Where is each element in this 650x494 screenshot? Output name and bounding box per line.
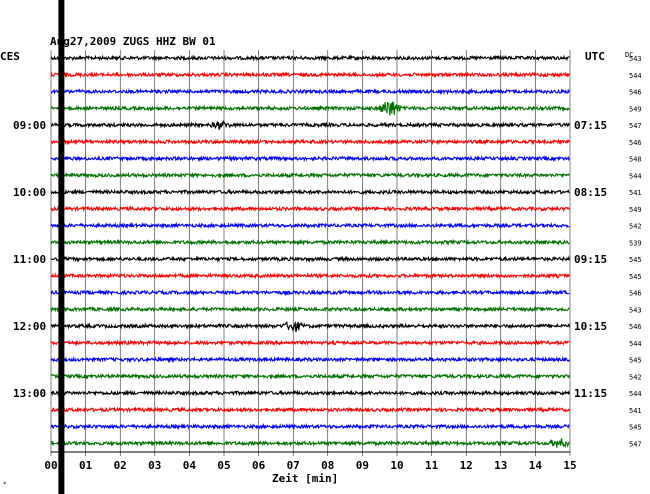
dc-offset-value: 546 xyxy=(629,89,642,97)
dc-offset-value: 549 xyxy=(629,206,642,214)
trace-row-15 xyxy=(50,305,570,313)
left-time-label: 11:00 xyxy=(13,253,46,266)
x-tick-label: 05 xyxy=(217,459,230,472)
trace-row-9 xyxy=(50,205,570,213)
trace-row-21 xyxy=(50,406,570,414)
right-time-label: 11:15 xyxy=(574,387,607,400)
dc-offset-value: 542 xyxy=(629,223,642,231)
trace-layer xyxy=(50,54,570,449)
trace-row-16 xyxy=(50,320,570,333)
dc-offset-value: 541 xyxy=(629,189,642,197)
x-tick-label: 02 xyxy=(114,459,127,472)
trace-row-2 xyxy=(50,87,570,96)
right-time-label: 09:15 xyxy=(574,253,607,266)
dc-offset-value: 548 xyxy=(629,156,642,164)
x-tick-label: 04 xyxy=(183,459,197,472)
left-time-label: 09:00 xyxy=(13,119,46,132)
chart-title: Aug27,2009 ZUGS HHZ BW 01 xyxy=(50,35,216,48)
x-tick-label: 06 xyxy=(252,459,266,472)
dc-offset-value: 549 xyxy=(629,105,642,113)
x-tick-label: 01 xyxy=(79,459,93,472)
grid-layer xyxy=(50,50,571,456)
marker-layer xyxy=(58,0,65,494)
x-tick-label: 08 xyxy=(321,459,334,472)
x-tick-label: 07 xyxy=(287,459,300,472)
dc-offset-value: 541 xyxy=(629,407,642,415)
trace-row-10 xyxy=(50,221,570,230)
trace-row-3 xyxy=(50,101,570,116)
dc-offset-value: 545 xyxy=(629,273,642,281)
trace-row-0 xyxy=(50,54,570,62)
dc-offset-value: 547 xyxy=(629,122,642,130)
dc-offset-value: 547 xyxy=(629,440,642,448)
trace-row-1 xyxy=(50,71,570,79)
x-tick-label: 12 xyxy=(460,459,473,472)
dc-offset-value: 544 xyxy=(629,72,642,80)
right-time-label: 10:15 xyxy=(574,320,607,333)
trace-row-20 xyxy=(50,389,570,397)
trace-row-11 xyxy=(50,238,570,246)
dc-offset-value: 544 xyxy=(629,390,642,398)
dc-offset-value: 546 xyxy=(629,290,642,298)
dc-offset-value: 539 xyxy=(629,239,642,247)
dc-offset-value: 544 xyxy=(629,172,642,180)
dc-offset-value: 546 xyxy=(629,139,642,147)
x-tick-label: 03 xyxy=(148,459,161,472)
dc-offset-value: 543 xyxy=(629,55,642,63)
trace-row-18 xyxy=(50,355,570,364)
left-time-label: 10:00 xyxy=(13,186,46,199)
trace-row-5 xyxy=(50,138,570,146)
dc-offset-value: 545 xyxy=(629,424,642,432)
x-tick-label: 00 xyxy=(44,459,57,472)
x-tick-label: 09 xyxy=(356,459,369,472)
trace-row-7 xyxy=(50,171,570,179)
trace-row-8 xyxy=(50,188,570,196)
dc-offset-value: 546 xyxy=(629,323,642,331)
trace-row-17 xyxy=(50,339,570,347)
right-time-label: 07:15 xyxy=(574,119,607,132)
right-time-label: 08:15 xyxy=(574,186,607,199)
corner-mark: * xyxy=(3,481,7,488)
dc-offset-value: 544 xyxy=(629,340,642,348)
dc-offset-value: 545 xyxy=(629,357,642,365)
trace-row-19 xyxy=(50,372,570,380)
x-tick-label: 10 xyxy=(390,459,403,472)
trace-row-6 xyxy=(50,154,570,163)
left-timezone-label: CES xyxy=(0,50,20,63)
trace-row-14 xyxy=(50,288,570,297)
x-tick-label: 14 xyxy=(529,459,543,472)
trace-row-23 xyxy=(50,438,570,449)
trace-row-13 xyxy=(50,272,570,280)
dc-offset-value: 543 xyxy=(629,306,642,314)
trace-row-22 xyxy=(50,422,570,431)
left-time-label: 13:00 xyxy=(13,387,46,400)
left-time-label: 12:00 xyxy=(13,320,46,333)
right-timezone-label: UTC xyxy=(585,50,605,63)
dc-label: DC xyxy=(625,51,633,59)
x-tick-label: 11 xyxy=(425,459,439,472)
dc-offset-value: 542 xyxy=(629,373,642,381)
trace-row-12 xyxy=(50,255,570,263)
trace-row-4 xyxy=(50,120,570,130)
time-marker-bar xyxy=(58,0,65,494)
dc-offset-value: 545 xyxy=(629,256,642,264)
x-tick-label: 15 xyxy=(563,459,576,472)
label-layer: 543 544 546 549 547 546 548 544 541 549 542 539 545 5… xyxy=(13,55,642,472)
x-tick-label: 13 xyxy=(494,459,507,472)
x-axis-label: Zeit [min] xyxy=(272,472,338,485)
